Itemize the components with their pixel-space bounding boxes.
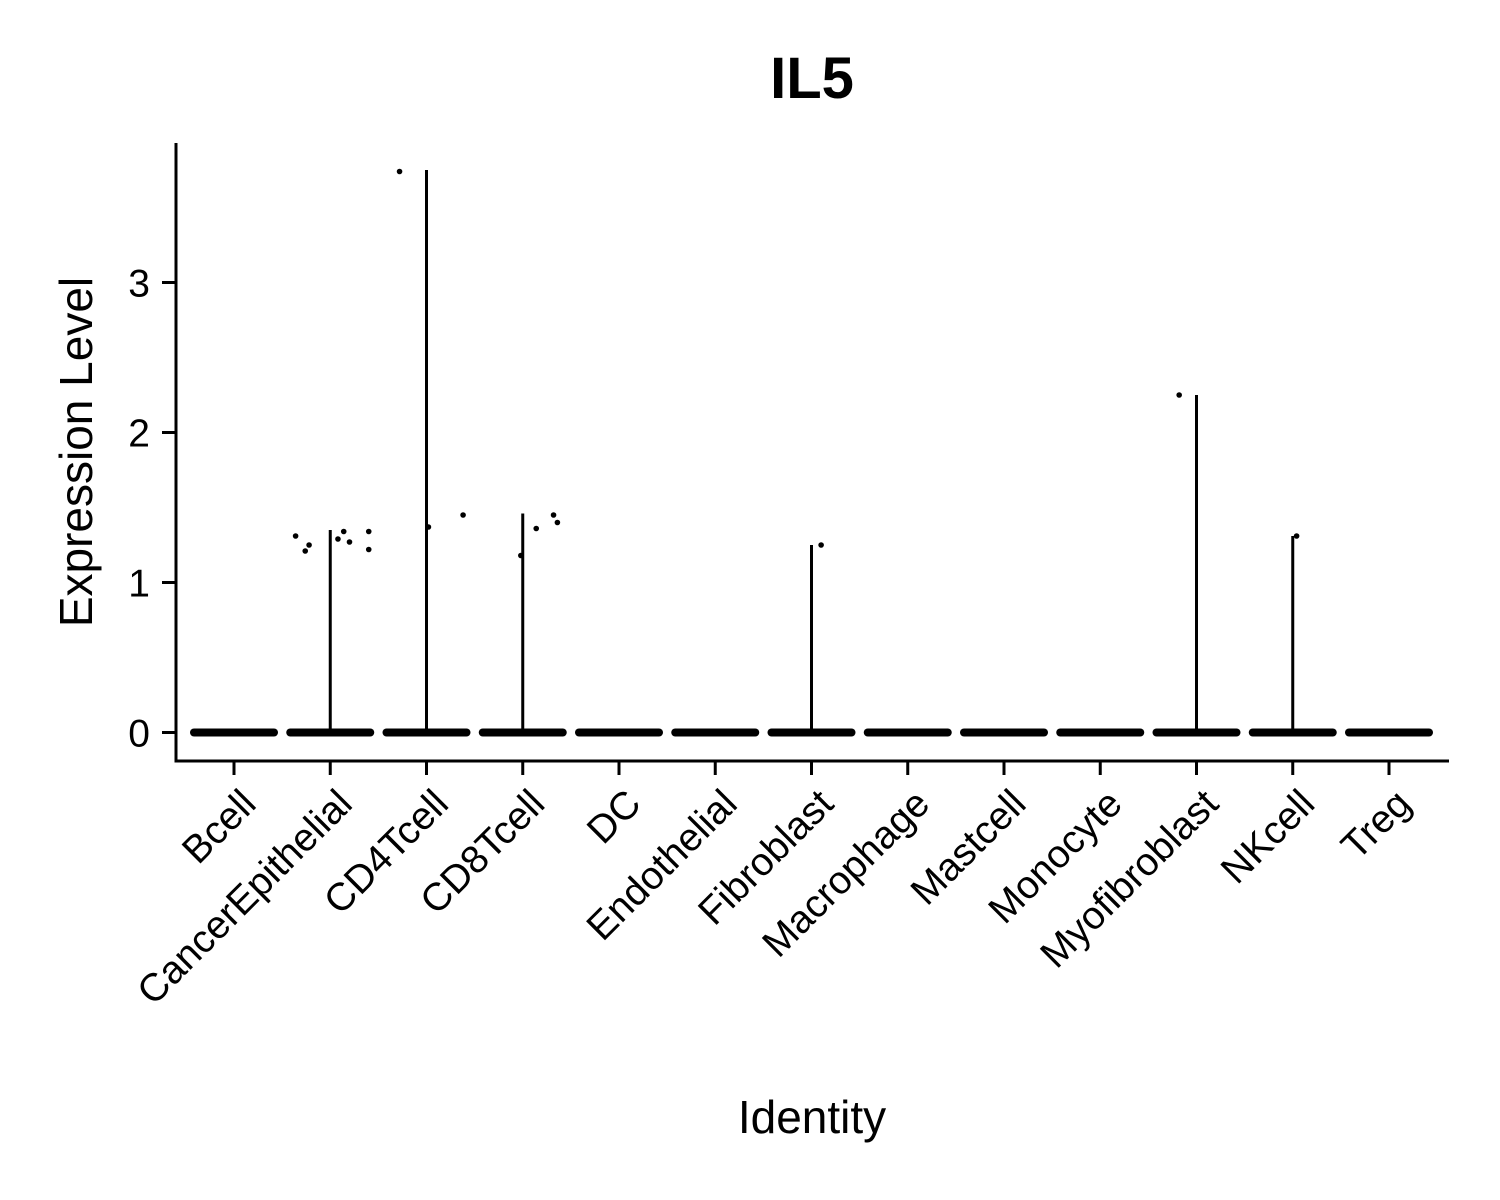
violin-base (575, 728, 663, 737)
data-point (365, 546, 372, 553)
chart-title: IL5 (770, 46, 854, 111)
violin-base (190, 728, 278, 737)
y-tick-label: 3 (128, 263, 150, 306)
data-point (518, 552, 524, 559)
jitter-points (292, 168, 1300, 559)
x-tick-label: NKcell (1213, 782, 1323, 892)
data-point (818, 542, 824, 548)
violin-CD4Tcell (382, 170, 471, 737)
data-point (550, 512, 557, 518)
x-tick-label: DC (579, 782, 649, 852)
violin-Mastcell (960, 728, 1048, 737)
violin-Monocyte (1056, 728, 1145, 737)
data-point (306, 542, 312, 548)
violin-base (960, 728, 1048, 737)
data-point (460, 512, 466, 518)
data-point (396, 168, 403, 175)
data-point (346, 539, 353, 545)
violin-CD8Tcell (478, 513, 567, 737)
data-point (335, 536, 341, 542)
y-tick-label: 0 (128, 713, 150, 756)
y-axis-title: Expression Level (50, 277, 102, 627)
data-point (340, 528, 347, 535)
x-tick-label: Macrophage (754, 782, 938, 966)
y-tick-label: 2 (128, 413, 150, 456)
y-tick-label: 1 (128, 563, 150, 606)
data-point (554, 519, 561, 526)
violin-Fibroblast (767, 545, 856, 737)
x-tick-label: Treg (1333, 782, 1419, 868)
y-ticks: 0 1 2 3 (128, 263, 176, 756)
data-point (425, 524, 432, 530)
violin-NKcell (1248, 536, 1337, 737)
violin-base (863, 728, 952, 737)
data-point (533, 525, 540, 532)
violin-base (1345, 728, 1433, 737)
violins (190, 170, 1433, 737)
violin-Myofibroblast (1152, 395, 1241, 737)
violin-base (1056, 728, 1145, 737)
violin-base (671, 728, 760, 737)
violin-Endothelial (671, 728, 760, 737)
data-point (365, 528, 372, 535)
violin-DC (575, 728, 663, 737)
x-axis-title: Identity (738, 1091, 886, 1143)
data-point (1293, 533, 1300, 539)
violin-Treg (1345, 728, 1433, 737)
data-point (1176, 392, 1182, 398)
x-tick-label: Bcell (174, 782, 264, 872)
data-point (292, 533, 299, 539)
violin-Macrophage (863, 728, 952, 737)
data-point (302, 548, 309, 554)
violin-CancerEpithelial (286, 530, 375, 737)
violin-Bcell (190, 728, 278, 737)
